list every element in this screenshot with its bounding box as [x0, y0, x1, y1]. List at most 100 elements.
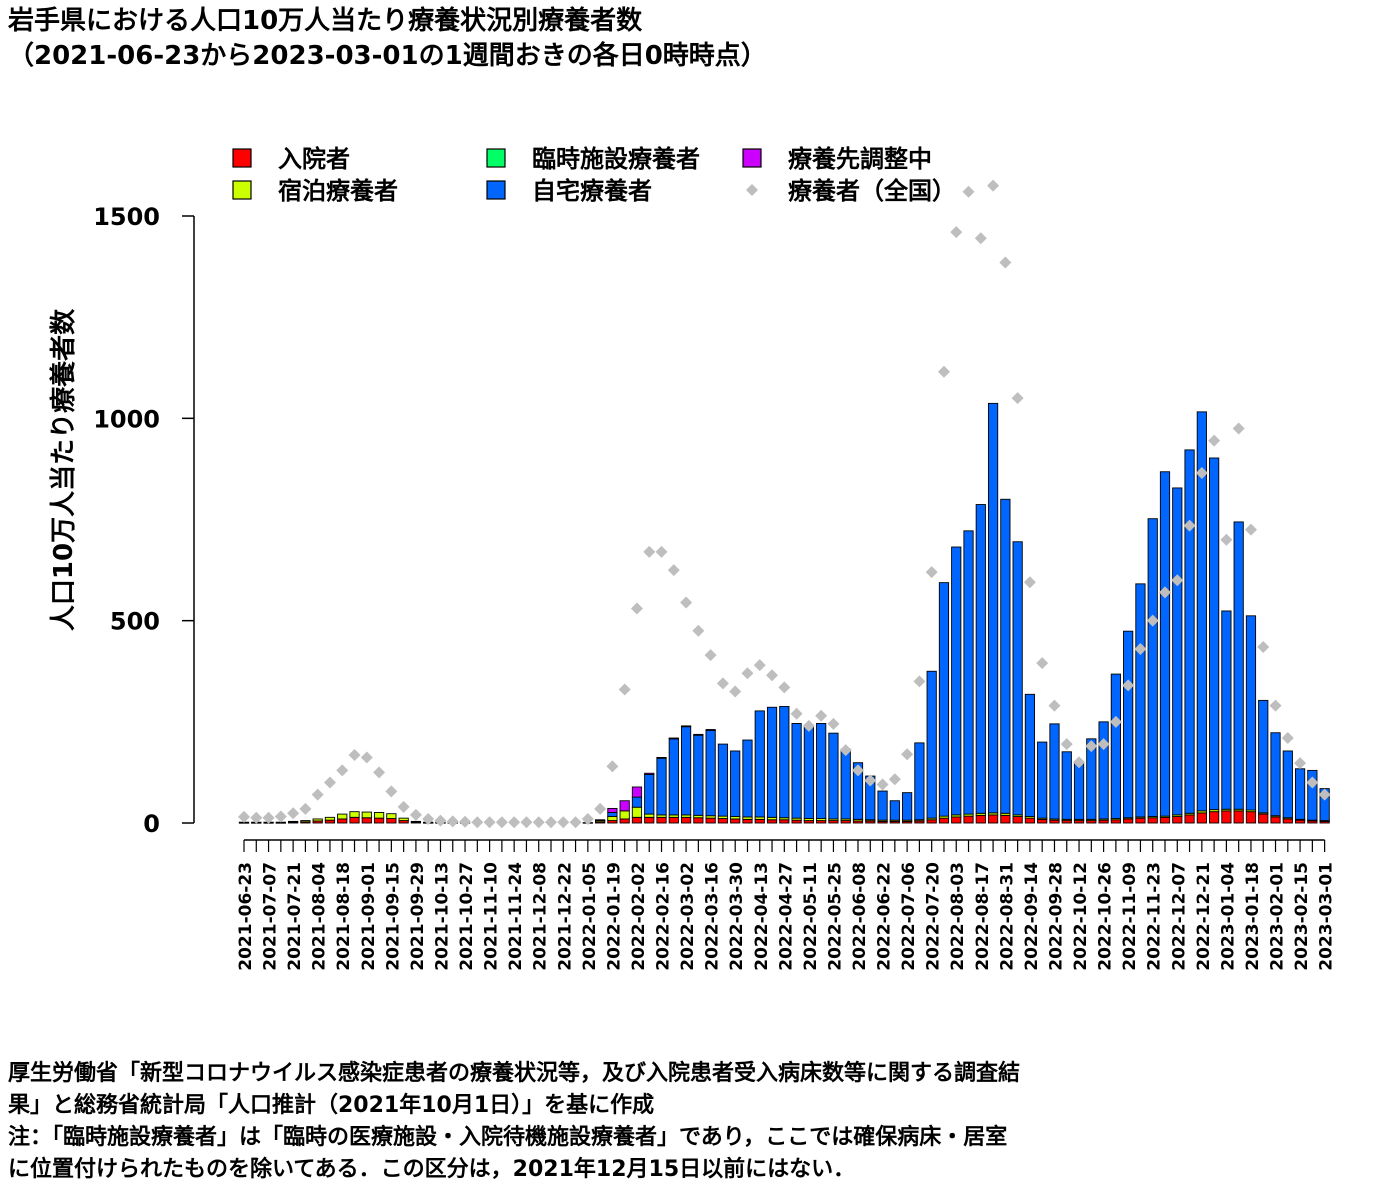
- x-axis: 2021-06-23 2021-07-07 2021-07-21 2021-08-04…: [236, 839, 1337, 971]
- point-national: [852, 764, 864, 777]
- y-axis-label: 人口10万人当たり療養者数: [49, 308, 79, 631]
- bar-hospital: [1209, 811, 1220, 824]
- source-note-line4: に位置付けられたものを除いてある．この区分は，2021年12月15日以前にはない…: [8, 1157, 856, 1182]
- point-national: [532, 816, 545, 829]
- bar-hospital: [963, 815, 974, 824]
- point-national: [446, 815, 459, 828]
- bar-home: [1037, 741, 1048, 819]
- bar-stack: [1233, 521, 1244, 824]
- bar-stack: [1221, 610, 1232, 824]
- bar-stack: [1012, 541, 1023, 824]
- bar-hospital: [1282, 818, 1293, 824]
- point-national: [262, 811, 275, 824]
- bar-hospital: [1196, 812, 1207, 824]
- point-national: [1281, 732, 1294, 745]
- bar-stack: [644, 772, 655, 824]
- bar-home: [1270, 732, 1281, 817]
- bar-stack: [668, 737, 679, 824]
- point-national: [741, 667, 754, 680]
- point-national: [1073, 756, 1086, 769]
- legend-label: 入院者: [278, 145, 350, 173]
- bar-home: [1221, 610, 1232, 810]
- bar-home: [607, 812, 618, 817]
- bar-stack: [324, 816, 336, 824]
- point-national: [557, 816, 570, 829]
- point-national: [274, 810, 287, 823]
- legend-item-hotel: 宿泊療養者: [232, 177, 398, 205]
- point-national: [815, 709, 828, 722]
- bar-home: [889, 800, 900, 821]
- bar-hospital: [951, 816, 962, 824]
- bar-hospital: [717, 818, 729, 824]
- bar-stack: [1049, 723, 1060, 824]
- point-national: [459, 815, 472, 828]
- bar-hospital: [1159, 816, 1171, 824]
- point-national: [397, 800, 410, 813]
- point-national: [790, 707, 803, 720]
- point-national: [545, 816, 557, 829]
- bar-stack: [717, 743, 729, 824]
- bar-home: [1294, 768, 1306, 820]
- x-tick-label: 2023-02-01: [1268, 862, 1288, 971]
- point-national: [373, 766, 386, 779]
- point-national: [778, 681, 791, 694]
- x-tick-label: 2021-11-24: [506, 862, 526, 971]
- bar-stack: [705, 729, 716, 824]
- bar-adjusting: [693, 733, 704, 736]
- bar-home: [1147, 518, 1158, 817]
- point-national: [287, 807, 300, 820]
- legend-label: 宿泊療養者: [278, 177, 398, 205]
- point-national: [864, 774, 877, 787]
- bar-hospital: [1221, 810, 1232, 824]
- legend-marker: [746, 184, 758, 196]
- x-tick-label: 2022-07-06: [899, 862, 919, 971]
- x-tick-label: 2021-08-04: [310, 862, 330, 971]
- bar-stack: [951, 546, 962, 824]
- point-national: [1171, 574, 1184, 587]
- bar-hospital: [1245, 811, 1257, 824]
- bar-adjusting: [705, 729, 716, 731]
- bar-stack: [1135, 583, 1146, 824]
- bar-stack: [1147, 518, 1158, 824]
- bar-home: [840, 748, 851, 820]
- x-tick-label: 2022-08-03: [948, 862, 968, 971]
- bar-home: [1172, 487, 1183, 816]
- legend-label: 療養者（全国）: [788, 177, 956, 205]
- point-national: [680, 596, 693, 609]
- point-national: [1122, 679, 1135, 692]
- bar-home: [803, 726, 814, 819]
- x-tick-label: 2021-12-22: [555, 862, 575, 971]
- bar-stack: [349, 811, 360, 824]
- bar-adjusting: [644, 772, 655, 775]
- bar-home: [766, 706, 778, 818]
- legend-marker: [232, 180, 252, 200]
- bar-stack: [987, 402, 999, 824]
- bar-home: [680, 726, 692, 816]
- bar-hospital: [656, 816, 667, 824]
- bar-home: [791, 723, 802, 819]
- point-national: [1023, 576, 1036, 589]
- bar-hospital: [987, 814, 999, 824]
- y-tick-label: 0: [143, 810, 160, 838]
- bar-hospital: [1000, 814, 1011, 824]
- bar-stack: [766, 706, 778, 824]
- bar-hotel: [324, 816, 336, 821]
- bar-home: [1073, 761, 1085, 820]
- bar-stack: [1159, 471, 1171, 824]
- point-national: [888, 773, 901, 786]
- bar-hotel: [410, 820, 422, 823]
- bar-home: [1245, 615, 1257, 811]
- bar-hospital: [1270, 816, 1281, 824]
- legend-item-home: 自宅療養者: [486, 177, 652, 205]
- bar-hospital: [975, 814, 986, 824]
- bar-home: [730, 750, 741, 817]
- x-tick-label: 2022-09-28: [1046, 862, 1066, 971]
- point-national: [238, 810, 250, 823]
- bar-stack: [754, 710, 765, 824]
- bar-home: [1258, 699, 1269, 814]
- point-national: [950, 226, 963, 239]
- legend-item-hospital: 入院者: [232, 145, 350, 173]
- point-national: [1294, 757, 1307, 770]
- bar-hotel: [619, 810, 630, 820]
